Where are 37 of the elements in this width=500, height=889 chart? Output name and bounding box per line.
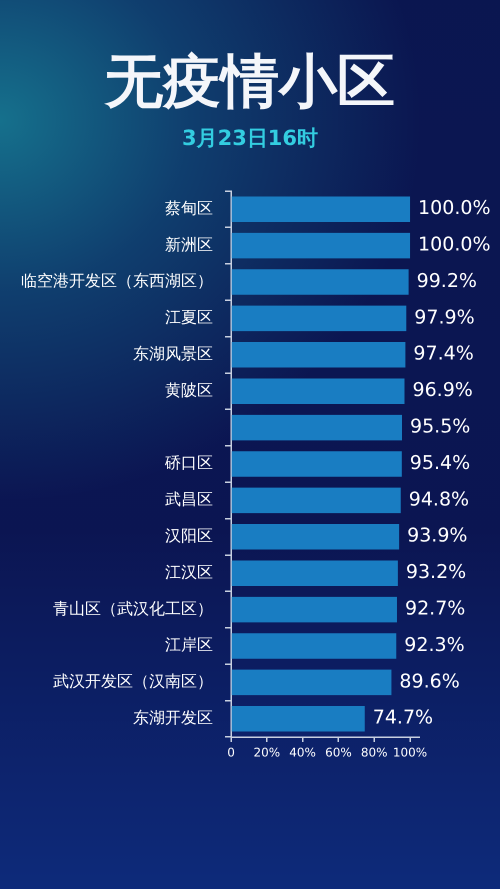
y-tick-label: 江夏区 xyxy=(165,308,213,327)
data-label: 92.7% xyxy=(404,598,466,620)
data-label: 96.9% xyxy=(412,379,473,402)
y-tick-label: 临空港开发区（东西湖区） xyxy=(21,271,213,290)
x-tick-label: 0 xyxy=(227,745,235,760)
data-label: 95.5% xyxy=(410,416,470,438)
data-label: 74.7% xyxy=(372,706,434,729)
y-tick-label: 江汉区 xyxy=(165,562,213,582)
y-tick-label: 新洲区 xyxy=(165,234,213,254)
data-label: 100.0% xyxy=(418,197,490,220)
data-label: 100.0% xyxy=(418,234,490,256)
x-tick-label: 80% xyxy=(360,745,388,760)
y-tick-label: 东湖开发区 xyxy=(133,708,213,727)
y-tick-label: 黄陂区 xyxy=(165,380,213,400)
x-tick-label: 20% xyxy=(253,745,280,760)
y-tick-label: 江岸区 xyxy=(165,635,213,654)
data-label: 97.9% xyxy=(414,306,475,328)
data-label: 99.2% xyxy=(416,270,477,292)
data-label: 93.2% xyxy=(406,561,466,584)
data-label: 89.6% xyxy=(399,670,460,692)
y-tick-label: 青山区（武汉化工区） xyxy=(53,598,213,618)
x-tick-label: 40% xyxy=(289,745,316,760)
y-tick-label: 武昌区 xyxy=(165,490,213,509)
y-tick-label: 蔡甸区 xyxy=(165,198,213,218)
chart-title: 无疫情小区 xyxy=(103,47,396,115)
data-label: 93.9% xyxy=(407,524,468,547)
data-label: 92.3% xyxy=(404,634,465,656)
chart-subtitle: 3月23日16时 xyxy=(180,126,320,152)
y-tick-label: 硚口区 xyxy=(164,453,213,472)
data-label: 97.4% xyxy=(413,342,474,365)
y-tick-label: 东湖风景区 xyxy=(133,344,213,363)
y-tick-label: 汉阳区 xyxy=(165,526,213,545)
y-tick-label: 武汉开发区（汉南区） xyxy=(53,672,213,691)
data-label: 95.4% xyxy=(410,452,470,474)
data-label: 94.8% xyxy=(408,488,470,510)
x-tick-label: 60% xyxy=(325,745,352,760)
x-tick-label: 100% xyxy=(392,745,428,760)
